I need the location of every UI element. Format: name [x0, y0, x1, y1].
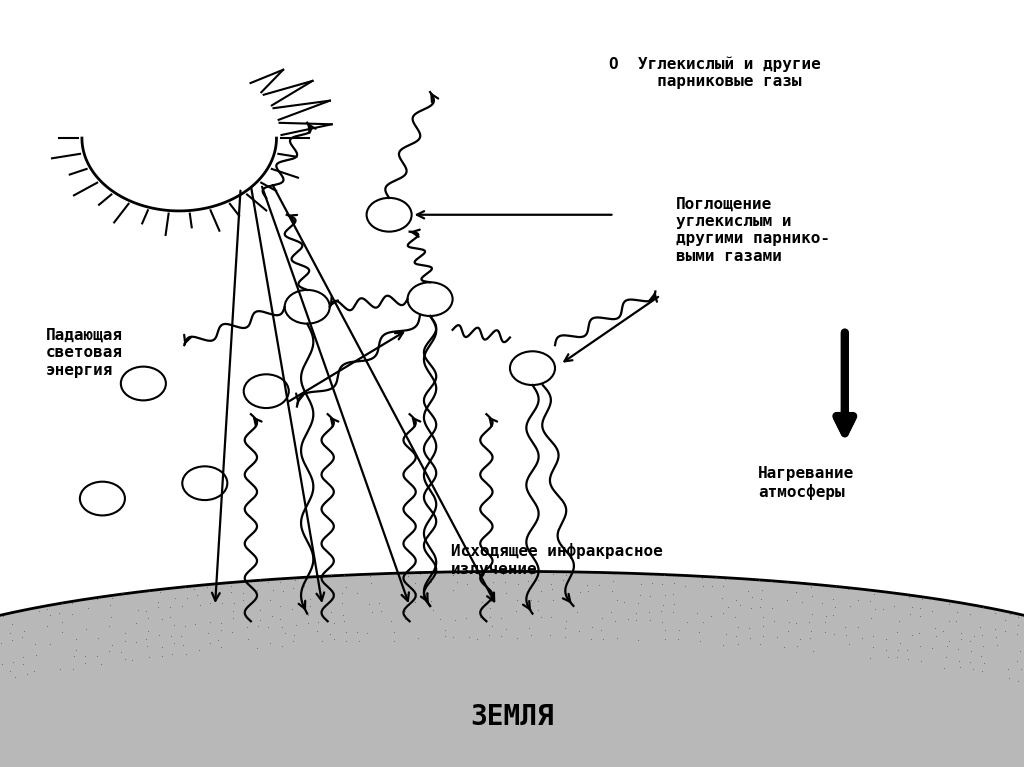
Text: Нагревание
атмосферы: Нагревание атмосферы — [758, 466, 854, 500]
Text: Падающая
световая
энергия: Падающая световая энергия — [46, 328, 123, 377]
Text: Исходящее инфракрасное
излучение: Исходящее инфракрасное излучение — [451, 543, 663, 577]
FancyArrowPatch shape — [837, 333, 853, 433]
Text: Поглощение
углекислым и
другими парнико-
выми газами: Поглощение углекислым и другими парнико-… — [676, 196, 829, 264]
Text: ЗЕМЛЯ: ЗЕМЛЯ — [470, 703, 554, 731]
Text: O  Углекислый и другие
     парниковые газы: O Углекислый и другие парниковые газы — [609, 57, 821, 89]
